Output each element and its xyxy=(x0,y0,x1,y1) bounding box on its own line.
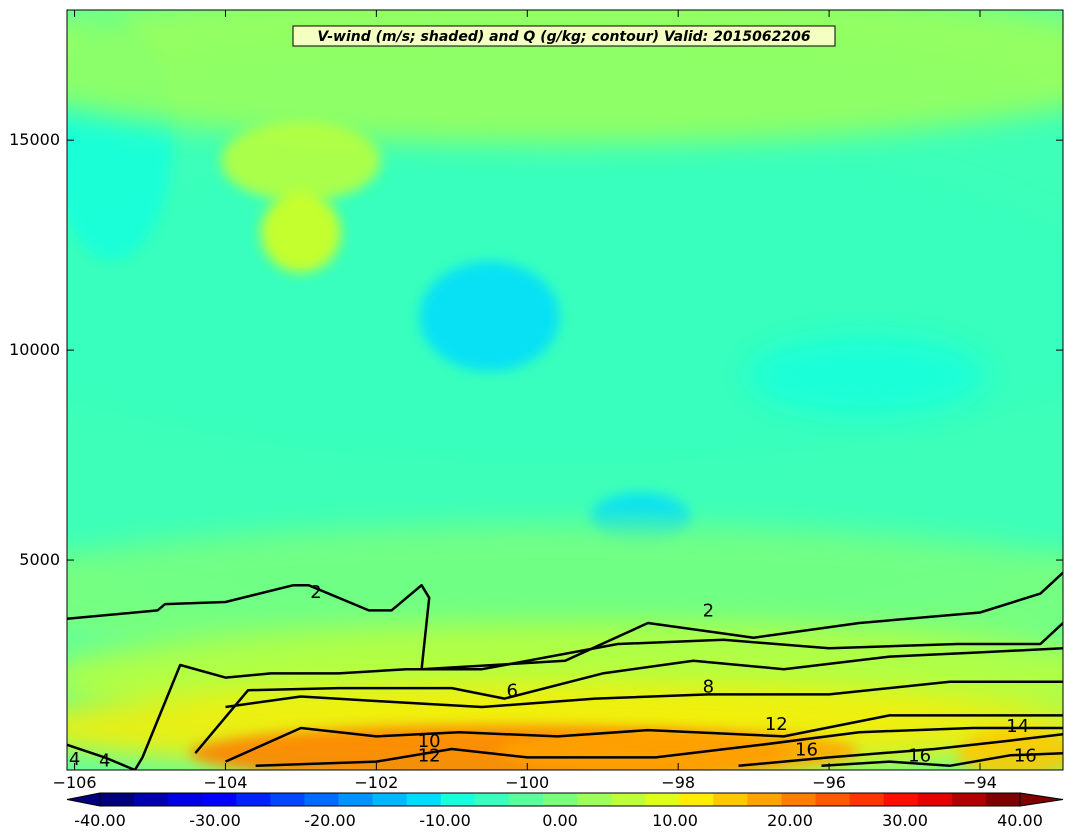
title-text: V-wind (m/s; shaded) and Q (g/kg; contou… xyxy=(317,29,810,45)
colorbar-swatch xyxy=(542,793,578,806)
contour-label: 14 xyxy=(1006,716,1029,737)
contour-label: 12 xyxy=(765,714,788,735)
title-box xyxy=(292,25,836,47)
plot-frame xyxy=(66,9,1064,771)
colorbar-swatch xyxy=(134,793,169,806)
contour-label: 16 xyxy=(908,746,931,767)
colorbar-swatch xyxy=(747,793,782,806)
shade-region xyxy=(419,261,560,372)
contour-label: 16 xyxy=(1014,746,1037,767)
colorbar-label: -40.00 xyxy=(74,811,126,830)
y-tick-label: 5000 xyxy=(19,550,60,569)
colorbar-swatch xyxy=(713,793,748,806)
colorbar-swatch xyxy=(508,793,544,806)
colorbar-swatch xyxy=(474,793,510,806)
contour-label: 6 xyxy=(506,681,517,702)
contour-label: 10 xyxy=(418,731,441,752)
contour-lines xyxy=(67,571,1063,770)
shaded-field xyxy=(67,10,1063,770)
colorbar-swatch xyxy=(815,793,851,806)
y-tick-label: 15000 xyxy=(9,130,60,149)
contour-label: 16 xyxy=(795,739,818,760)
axis-tick-labels: −106 −104 −102 −100 −98 −96 −94 5000 10000 15000 xyxy=(9,130,997,792)
colorbar-swatch xyxy=(951,793,987,806)
x-tick-label: −106 xyxy=(53,773,97,792)
contour-q-10 xyxy=(224,714,1063,763)
colorbar-swatch xyxy=(679,793,714,806)
contour-label: 4 xyxy=(99,751,110,772)
colorbar-swatch xyxy=(236,793,271,806)
contour-q-14 xyxy=(738,733,1063,768)
colorbar-swatch xyxy=(849,793,885,806)
colorbar-label: -10.00 xyxy=(419,811,471,830)
chart-title: V-wind (m/s; shaded) and Q (g/kg; contou… xyxy=(292,25,836,47)
colorbar-swatch xyxy=(100,793,135,806)
colorbar-label: 40.00 xyxy=(997,811,1043,830)
x-tick-label: −104 xyxy=(203,773,247,792)
colorbar-swatch xyxy=(406,793,442,806)
contour-label: 2 xyxy=(703,601,714,622)
colorbar-label: 0.00 xyxy=(542,811,578,830)
colorbar-label: -30.00 xyxy=(189,811,241,830)
colorbar-extend-low xyxy=(66,792,101,807)
shade-region xyxy=(260,192,341,273)
colorbar-swatch xyxy=(270,793,305,806)
x-tick-label: −100 xyxy=(505,773,549,792)
contour-q-12 xyxy=(255,726,1063,768)
contour-q-16 xyxy=(821,751,1063,768)
colorbar-swatch xyxy=(917,793,953,806)
x-tick-label: −94 xyxy=(963,773,997,792)
colorbar-label: 10.00 xyxy=(652,811,698,830)
contour-label: 12 xyxy=(418,746,441,767)
contour-label: 4 xyxy=(69,749,80,770)
colorbar-swatch xyxy=(645,793,680,806)
x-tick-label: −96 xyxy=(812,773,846,792)
colorbar-label: 30.00 xyxy=(882,811,928,830)
colorbar-swatch xyxy=(577,793,612,806)
colorbar-swatch xyxy=(304,793,340,806)
shade-region xyxy=(746,335,987,416)
contour-label: 2 xyxy=(310,582,321,603)
colorbar-swatch xyxy=(338,793,374,806)
colorbar-extend-high xyxy=(1019,792,1064,807)
contour-q-4 xyxy=(67,622,1063,770)
colorbar-swatch xyxy=(440,793,476,806)
colorbar-swatch xyxy=(372,793,408,806)
colorbar-swatch xyxy=(168,793,203,806)
shade-region xyxy=(498,729,859,770)
contour-q-2 xyxy=(67,571,1063,671)
colorbar-swatch xyxy=(781,793,817,806)
colorbar-frame xyxy=(99,792,1021,807)
shade-region xyxy=(220,121,381,202)
colorbar-swatch xyxy=(202,793,237,806)
colorbar-swatch xyxy=(611,793,646,806)
contour-label: 8 xyxy=(703,676,714,697)
contour-q-8 xyxy=(225,680,1063,709)
colorbar-label: 20.00 xyxy=(767,811,813,830)
colorbar-label: -20.00 xyxy=(304,811,356,830)
x-tick-label: −102 xyxy=(354,773,398,792)
contour-q-6 xyxy=(194,646,1063,755)
x-tick-label: −98 xyxy=(661,773,695,792)
axis-ticks xyxy=(67,10,1063,770)
colorbar-swatch xyxy=(883,793,919,806)
shade-region xyxy=(67,10,1063,145)
colorbar: -40.00 -30.00 -20.00 -10.00 0.00 10.00 20.00 30… xyxy=(66,792,1064,830)
colorbar-swatch xyxy=(985,793,1021,806)
y-tick-label: 10000 xyxy=(9,340,60,359)
